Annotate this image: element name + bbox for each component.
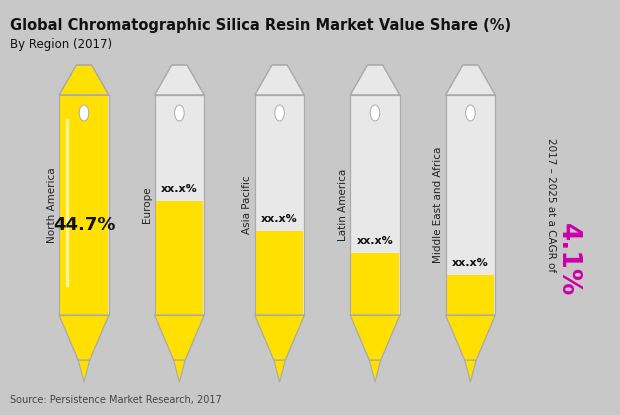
Bar — [255, 95, 304, 315]
Bar — [154, 95, 204, 315]
Ellipse shape — [466, 105, 475, 121]
Polygon shape — [59, 315, 108, 360]
Ellipse shape — [370, 105, 380, 121]
Text: xx.x%: xx.x% — [452, 259, 489, 269]
Bar — [255, 95, 304, 315]
Polygon shape — [255, 315, 304, 360]
Polygon shape — [274, 360, 285, 382]
Text: Global Chromatographic Silica Resin Market Value Share (%): Global Chromatographic Silica Resin Mark… — [9, 18, 511, 33]
Polygon shape — [350, 315, 400, 360]
Polygon shape — [465, 360, 476, 382]
Polygon shape — [255, 65, 304, 95]
Bar — [156, 200, 203, 315]
Ellipse shape — [79, 105, 89, 121]
Bar — [446, 95, 495, 315]
Text: Middle East and Africa: Middle East and Africa — [433, 147, 443, 263]
Text: xx.x%: xx.x% — [161, 183, 198, 194]
Text: Latin America: Latin America — [337, 169, 348, 241]
Text: 44.7%: 44.7% — [53, 216, 115, 234]
Bar — [350, 95, 400, 315]
Polygon shape — [446, 65, 495, 95]
Polygon shape — [350, 315, 400, 360]
Ellipse shape — [275, 105, 285, 121]
Polygon shape — [446, 315, 495, 360]
Bar — [350, 95, 400, 315]
Polygon shape — [154, 65, 204, 95]
Text: By Region (2017): By Region (2017) — [9, 38, 112, 51]
Polygon shape — [154, 315, 204, 360]
Polygon shape — [59, 65, 108, 95]
Text: North America: North America — [46, 167, 56, 243]
Text: xx.x%: xx.x% — [261, 215, 298, 225]
Bar — [351, 254, 399, 315]
Text: Asia Pacific: Asia Pacific — [242, 176, 252, 234]
Polygon shape — [78, 360, 90, 382]
Bar — [59, 95, 108, 315]
Text: xx.x%: xx.x% — [356, 237, 393, 247]
Text: 4.1%: 4.1% — [555, 223, 581, 297]
Text: Source: Persistence Market Research, 2017: Source: Persistence Market Research, 201… — [9, 395, 221, 405]
Polygon shape — [255, 315, 304, 360]
Ellipse shape — [175, 105, 184, 121]
Bar — [446, 276, 494, 315]
Polygon shape — [59, 315, 108, 360]
Bar — [255, 232, 303, 315]
Polygon shape — [154, 315, 204, 360]
Polygon shape — [350, 65, 400, 95]
Bar — [154, 95, 204, 315]
Bar — [446, 95, 495, 315]
Polygon shape — [59, 65, 108, 95]
Bar — [60, 95, 108, 315]
Polygon shape — [370, 360, 381, 382]
Polygon shape — [446, 315, 495, 360]
Text: 2017 – 2025 at a CAGR of: 2017 – 2025 at a CAGR of — [546, 138, 556, 272]
Bar — [59, 95, 108, 315]
Polygon shape — [174, 360, 185, 382]
Text: Europe: Europe — [142, 187, 152, 223]
